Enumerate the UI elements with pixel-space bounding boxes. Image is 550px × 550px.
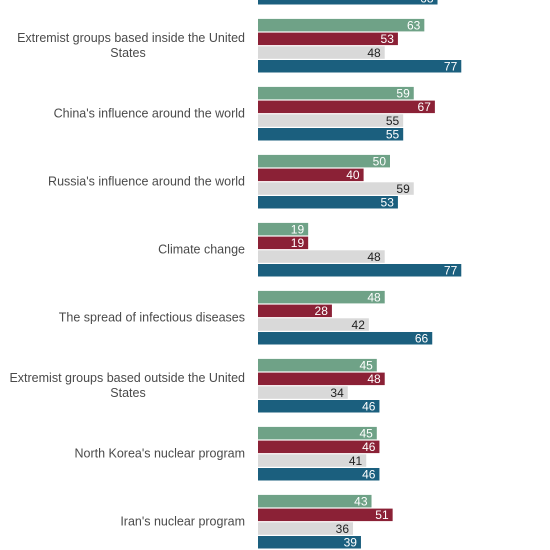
bar xyxy=(258,60,462,73)
bar xyxy=(258,494,372,508)
data-label: 41 xyxy=(349,454,363,468)
bar xyxy=(258,222,309,236)
data-label: 45 xyxy=(359,358,373,372)
data-label: 55 xyxy=(386,114,400,128)
bar xyxy=(258,0,438,5)
category-label: Iran's nuclear program xyxy=(120,515,245,529)
bar xyxy=(258,386,348,399)
bars: 6863534877596755555040595319194877482842… xyxy=(258,0,462,550)
data-label: 48 xyxy=(367,46,381,60)
data-label: 46 xyxy=(362,400,376,414)
data-label: 36 xyxy=(336,522,350,536)
data-label: 66 xyxy=(415,332,429,346)
data-label: 46 xyxy=(362,440,376,454)
bar xyxy=(258,358,377,372)
data-label: 34 xyxy=(330,386,344,400)
bar xyxy=(258,508,393,522)
bar xyxy=(258,372,385,386)
bar xyxy=(258,32,398,46)
bar xyxy=(258,236,309,250)
data-label: 45 xyxy=(359,426,373,440)
data-label: 42 xyxy=(352,318,366,332)
category-label: Extremist groups based inside the United… xyxy=(17,31,245,60)
data-label: 19 xyxy=(291,222,305,236)
data-label: 53 xyxy=(381,32,395,46)
bar xyxy=(258,468,380,481)
data-label: 55 xyxy=(386,128,400,142)
bar xyxy=(258,400,380,413)
data-label: 59 xyxy=(396,86,410,100)
bar xyxy=(258,182,414,195)
bar xyxy=(258,196,398,209)
data-label: 77 xyxy=(444,264,458,278)
bar xyxy=(258,426,377,440)
data-label: 59 xyxy=(396,182,410,196)
bar xyxy=(258,18,425,32)
data-label: 53 xyxy=(381,196,395,210)
category-label: Extremist groups based outside the Unite… xyxy=(9,371,245,400)
bar xyxy=(258,100,435,114)
bar xyxy=(258,114,404,127)
data-label: 28 xyxy=(315,304,329,318)
data-label: 46 xyxy=(362,468,376,482)
data-label: 77 xyxy=(444,60,458,74)
data-label: 67 xyxy=(418,100,432,114)
bar xyxy=(258,304,332,318)
data-label: 19 xyxy=(291,236,305,250)
bar xyxy=(258,318,369,331)
data-label: 48 xyxy=(367,250,381,264)
data-label: 63 xyxy=(407,18,421,32)
bar xyxy=(258,128,404,141)
data-label: 43 xyxy=(354,494,368,508)
data-label: 50 xyxy=(373,154,387,168)
bar xyxy=(258,440,380,454)
category-label: North Korea's nuclear program xyxy=(74,447,245,461)
category-label: Russia's influence around the world xyxy=(48,175,245,189)
bar xyxy=(258,168,364,182)
data-label: 48 xyxy=(367,290,381,304)
bar xyxy=(258,290,385,304)
bar xyxy=(258,454,367,467)
category-label: The spread of infectious diseases xyxy=(59,311,245,325)
bar xyxy=(258,46,385,59)
data-label: 68 xyxy=(420,0,434,6)
bar xyxy=(258,154,390,168)
bar xyxy=(258,536,361,549)
bar xyxy=(258,250,385,263)
category-labels: Extremist groups based inside the United… xyxy=(9,31,245,529)
data-label: 51 xyxy=(375,508,389,522)
data-label: 48 xyxy=(367,372,381,386)
data-label: 40 xyxy=(346,168,360,182)
bar xyxy=(258,86,414,100)
bar xyxy=(258,332,433,345)
data-label: 39 xyxy=(344,536,358,550)
category-label: Climate change xyxy=(158,243,245,257)
bar xyxy=(258,264,462,277)
category-label: China's influence around the world xyxy=(54,107,245,121)
bar xyxy=(258,522,354,535)
